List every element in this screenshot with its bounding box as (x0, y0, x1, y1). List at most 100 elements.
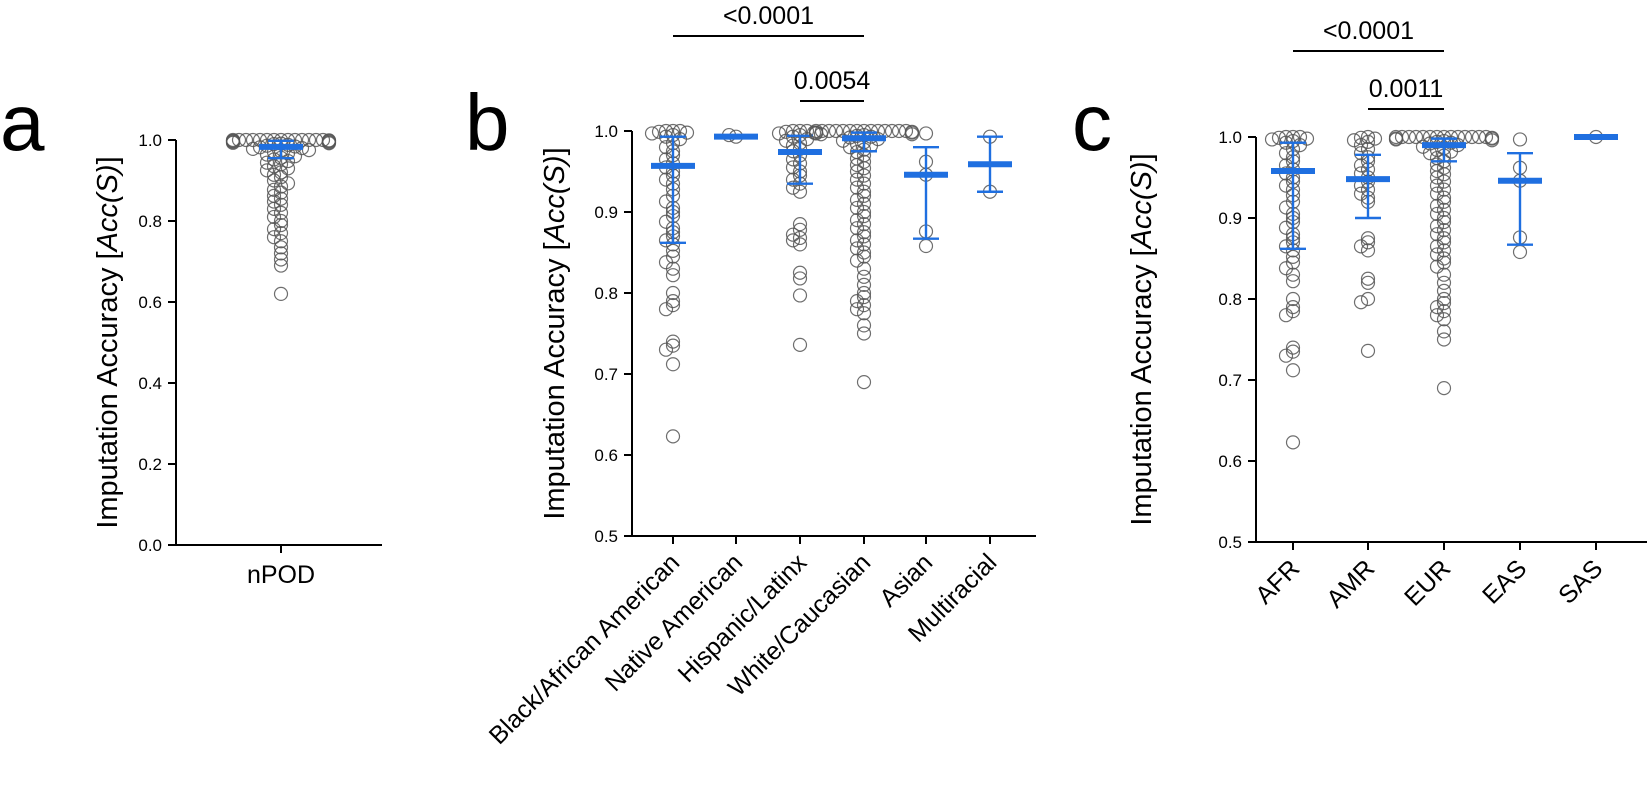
panel-a: a 0.0 0.2 0.4 0.6 0.8 1.0 Imputation Accuracy [… (0, 78, 382, 589)
data-point (1436, 190, 1452, 205)
y-axis-label-italic: Acc(S) (92, 164, 124, 253)
y-tick-label: 0.6 (1218, 452, 1242, 471)
data-point (792, 237, 808, 252)
data-point (1436, 295, 1452, 311)
y-tick-label: 0.0 (138, 536, 162, 555)
y-tick-label: 0.6 (138, 293, 162, 312)
data-point (644, 126, 660, 141)
data-point (1264, 132, 1280, 147)
data-point (1429, 206, 1445, 222)
data-point (1271, 130, 1287, 145)
data-point (849, 302, 865, 317)
data-point (849, 294, 865, 309)
data-point (792, 184, 808, 199)
data-point (856, 245, 872, 260)
x-category-label: AMR (1321, 554, 1380, 613)
data-point (856, 298, 872, 313)
data-point (856, 196, 872, 211)
data-point (849, 200, 865, 216)
data-point (856, 204, 872, 220)
data-point (665, 429, 681, 444)
data-point (301, 132, 317, 148)
data-point (1484, 133, 1500, 148)
data-point (856, 277, 872, 292)
p-value-label: 0.0011 (1369, 75, 1444, 103)
data-point (1436, 304, 1452, 319)
data-point (856, 237, 872, 252)
y-axis-label-suffix: ] (1126, 153, 1158, 161)
p-value-label: 0.0054 (794, 67, 871, 95)
data-point (849, 233, 865, 248)
data-point (280, 176, 296, 191)
panel-letter: c (1072, 78, 1112, 167)
data-point (273, 191, 289, 206)
data-point (665, 243, 681, 258)
data-point (799, 123, 815, 139)
data-point (1429, 247, 1445, 262)
y-tick-label: 1.0 (138, 131, 162, 150)
data-point (1388, 132, 1404, 147)
y-tick-label: 0.8 (138, 212, 162, 231)
data-point (1285, 344, 1301, 359)
data-point (1285, 300, 1301, 315)
data-point (665, 334, 681, 349)
data-point (808, 126, 824, 141)
y-axis-label-suffix: ] (539, 147, 571, 155)
data-point (1429, 170, 1445, 185)
data-point (1436, 223, 1452, 238)
data-point (1367, 131, 1383, 146)
data-point (856, 306, 872, 321)
data-point (1436, 182, 1452, 197)
data-point (273, 226, 289, 241)
data-point (849, 164, 865, 179)
data-point (856, 289, 872, 305)
data-point (1464, 129, 1480, 145)
data-point (1346, 133, 1362, 148)
group-afr (1264, 129, 1315, 450)
data-point (785, 123, 801, 139)
data-point (792, 230, 808, 246)
y-axis-label-prefix: Imputation Accuracy [ (1126, 248, 1158, 525)
data-point (856, 326, 872, 341)
data-point (785, 227, 801, 242)
data-point (301, 143, 317, 158)
data-point (856, 188, 872, 203)
data-point (785, 180, 801, 195)
data-point (1353, 146, 1369, 161)
data-point (856, 375, 872, 390)
data-point (273, 234, 289, 249)
data-point (1436, 243, 1452, 258)
p-value-label: <0.0001 (723, 2, 814, 30)
data-point (1436, 324, 1452, 339)
data-point (273, 217, 289, 233)
data-point (1436, 210, 1452, 226)
data-point (658, 342, 674, 357)
data-point (856, 285, 872, 301)
data-point (1278, 348, 1294, 363)
y-axis-label: Imputation Accuracy [Acc(S)] (1126, 153, 1158, 525)
data-point (665, 298, 681, 313)
data-point (1436, 214, 1452, 230)
data-point (266, 201, 282, 216)
group-npod (225, 132, 337, 301)
data-point (266, 222, 282, 237)
y-axis-label-italic: Acc(S) (539, 155, 571, 244)
panel-letter: a (0, 78, 45, 167)
data-point (273, 165, 289, 180)
data-point (1360, 243, 1376, 258)
data-point (1512, 244, 1528, 260)
data-point (792, 337, 808, 352)
data-point (1285, 274, 1301, 289)
data-point (1285, 291, 1301, 307)
y-tick-label: 0.7 (1218, 371, 1242, 390)
data-point (1512, 132, 1528, 147)
data-point (778, 124, 794, 139)
group-white-caucasian (808, 123, 920, 390)
data-point (849, 180, 865, 195)
data-point (1429, 308, 1445, 323)
data-point (1436, 235, 1452, 250)
x-category-label: EUR (1399, 554, 1456, 611)
data-point (280, 161, 296, 176)
data-point (1285, 363, 1301, 378)
